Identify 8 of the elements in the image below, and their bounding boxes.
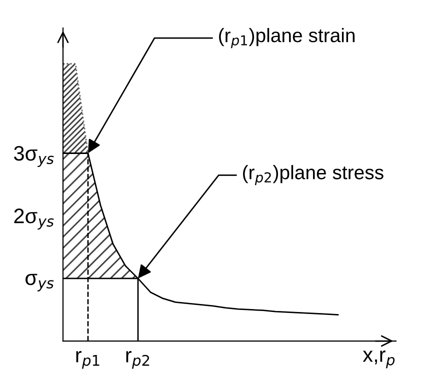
- x-tick-label: r$_{p1}$: [76, 351, 100, 369]
- y-tick-label: 3σ$_{ys}$: [14, 146, 54, 167]
- y-tick-label: σ$_{ys}$: [26, 274, 54, 292]
- annotation: (r$_{p1}$)plane strain: [219, 28, 355, 48]
- x-tick-label: r$_{p2}$: [126, 351, 150, 369]
- annotation: (r$_{p2}$)plane stress: [243, 165, 384, 186]
- y-tick-label: 2σ$_{ys}$: [14, 208, 54, 230]
- x-axis-title: x,r$_{p}$: [362, 350, 395, 368]
